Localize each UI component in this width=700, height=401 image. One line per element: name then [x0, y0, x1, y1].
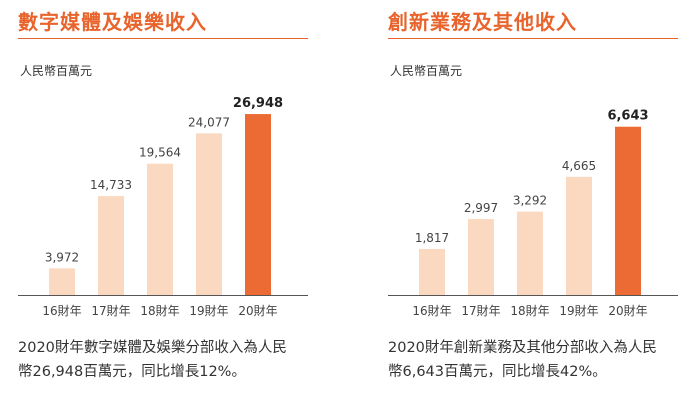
data-label: 4,665 — [562, 159, 596, 173]
data-label: 1,817 — [415, 231, 449, 245]
x-tick-label: 17財年 — [461, 303, 500, 318]
bar-16財年 — [419, 248, 445, 295]
panel-innovative-business: 創新業務及其他收入 人民幣百萬元 1,817 16財年 2,997 17財年 3,292… — [388, 0, 700, 401]
unit-label: 人民幣百萬元 — [20, 64, 93, 78]
x-tick-label: 19財年 — [559, 303, 598, 318]
unit-label: 人民幣百萬元 — [390, 64, 463, 78]
summary-line-1: 2020財年創新業務及其他分部收入為人民 — [388, 340, 657, 356]
data-label: 26,948 — [233, 96, 283, 111]
x-tick-label: 18財年 — [510, 303, 549, 318]
bar-chart-innovative-business: 1,817 16財年 2,997 17財年 3,292 18財年 4,665 19財年 6,64… — [388, 109, 678, 318]
data-label: 24,077 — [188, 115, 230, 129]
chart-title: 數字媒體及娛樂收入 — [18, 10, 207, 34]
bar-19財年 — [566, 176, 592, 295]
x-tick-label: 18財年 — [140, 303, 179, 318]
data-label: 3,972 — [45, 250, 79, 264]
title-divider — [388, 38, 678, 39]
data-label: 2,997 — [464, 201, 498, 215]
bar-20財年 — [245, 114, 271, 295]
panel-digital-media: 數字媒體及娛樂收入 人民幣百萬元 3,972 16財年 14,733 17財年 19,5… — [18, 0, 348, 401]
bar-chart-digital-media: 3,972 16財年 14,733 17財年 19,564 18財年 24,077 19財年 2… — [18, 96, 308, 318]
data-label: 6,643 — [607, 109, 648, 124]
data-label: 3,292 — [513, 194, 547, 208]
summary-line-1: 2020財年數字媒體及娛樂分部收入為人民 — [18, 340, 287, 356]
summary-note: 2020財年創新業務及其他分部收入為人民 幣6,643百萬元，同比增長42%。 — [388, 336, 700, 384]
bar-19財年 — [196, 133, 222, 295]
x-tick-label: 19財年 — [189, 303, 228, 318]
summary-line-2: 幣26,948百萬元，同比增長12%。 — [18, 364, 246, 380]
bar-16財年 — [49, 268, 75, 295]
title-divider — [18, 38, 308, 39]
summary-line-2: 幣6,643百萬元，同比增長42%。 — [388, 364, 607, 380]
data-label: 14,733 — [90, 178, 132, 192]
bar-18財年 — [147, 163, 173, 295]
bar-17財年 — [98, 196, 124, 295]
x-tick-label: 17財年 — [91, 303, 130, 318]
data-label: 19,564 — [139, 146, 181, 160]
chart-title: 創新業務及其他收入 — [388, 10, 577, 34]
x-tick-label: 20財年 — [238, 303, 277, 318]
x-tick-label: 20財年 — [608, 303, 647, 318]
bar-18財年 — [517, 211, 543, 295]
x-tick-label: 16財年 — [412, 303, 451, 318]
x-tick-label: 16財年 — [42, 303, 81, 318]
bar-17財年 — [468, 219, 494, 295]
summary-note: 2020財年數字媒體及娛樂分部收入為人民 幣26,948百萬元，同比增長12%。 — [18, 336, 348, 384]
bar-20財年 — [615, 126, 641, 295]
